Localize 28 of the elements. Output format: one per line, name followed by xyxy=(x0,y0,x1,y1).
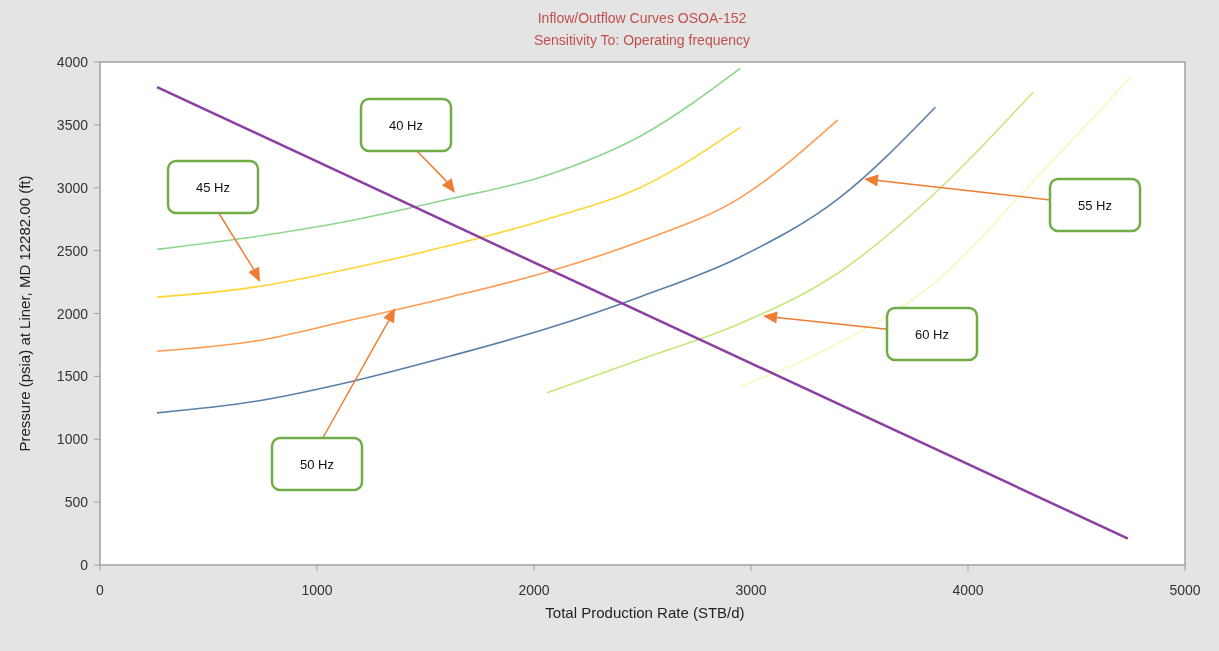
line-series xyxy=(156,119,839,353)
annotation: 55 Hz xyxy=(1078,198,1112,213)
line-series xyxy=(546,91,1034,394)
y-tick-label: 2500 xyxy=(56,242,89,259)
annotation: 45 Hz xyxy=(196,180,230,195)
y-axis-title: Pressure (psia) at Liner, MD 12282.00 (ft) xyxy=(16,175,33,452)
x-tick-label: 2000 xyxy=(518,582,550,598)
chart-title: Inflow/Outflow Curves OSOA-152 xyxy=(537,10,747,26)
y-tick-label: 4000 xyxy=(56,54,89,70)
y-tick-label: 500 xyxy=(64,494,89,511)
annotation: 50 Hz xyxy=(300,457,334,472)
annotation: 60 Hz xyxy=(915,327,949,342)
y-tick-label: 1500 xyxy=(56,368,89,385)
annotation: 40 Hz xyxy=(389,118,423,133)
y-tick-label: 0 xyxy=(80,557,89,573)
chart-subtitle: Sensitivity To: Operating frequency xyxy=(533,32,751,48)
y-tick-label: 3500 xyxy=(56,116,89,133)
x-tick-label: 4000 xyxy=(952,582,984,598)
y-tick-label: 2000 xyxy=(56,305,89,322)
line-series xyxy=(156,67,741,251)
y-tick-label: 1000 xyxy=(56,431,89,448)
x-tick-label: 3000 xyxy=(735,582,767,598)
y-tick-label: 3000 xyxy=(56,179,89,196)
x-tick-label: 5000 xyxy=(1169,582,1201,598)
line-series xyxy=(739,76,1132,388)
x-axis-title: Total Production Rate (STB/d) xyxy=(545,604,745,621)
x-tick-label: 1000 xyxy=(301,582,333,598)
x-tick-label: 0 xyxy=(96,582,105,598)
